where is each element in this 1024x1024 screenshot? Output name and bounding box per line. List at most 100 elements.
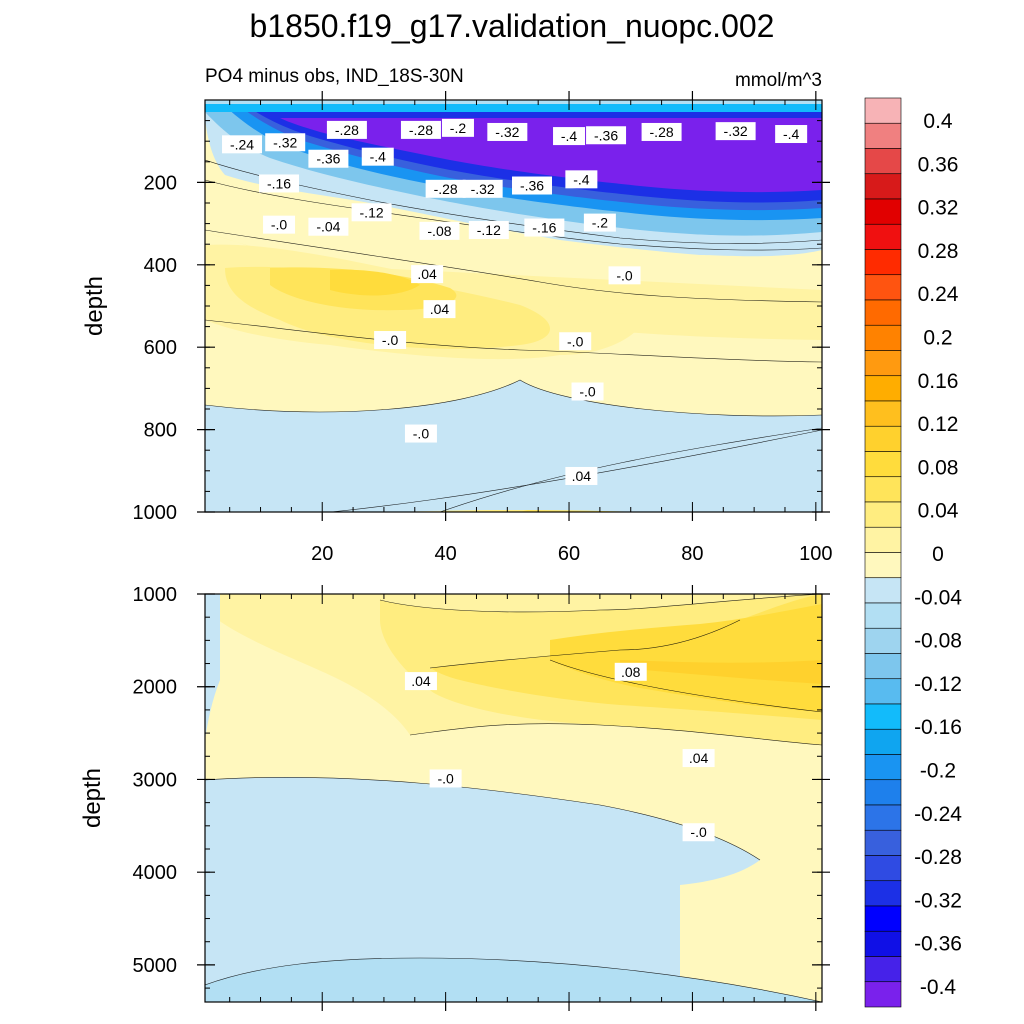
colorbar-box — [864, 375, 902, 402]
contour-label-box — [559, 332, 592, 351]
contour-label: -.16 — [259, 174, 300, 193]
contour-label: .04 — [682, 749, 715, 768]
colorbar-label: 0.12 — [918, 413, 959, 436]
contour-label-box — [308, 217, 349, 236]
contour-label: -.24 — [222, 135, 263, 154]
contour-label: -.4 — [775, 125, 808, 144]
contour-label-text: -.04 — [316, 219, 340, 235]
contour-label: -.0 — [571, 382, 604, 401]
colorbar-box — [864, 678, 902, 705]
x-tick-label: 20 — [311, 543, 333, 565]
contour-label: -.32 — [265, 133, 306, 152]
contour-label: -.0 — [559, 332, 592, 351]
contour-label-box — [429, 769, 462, 788]
colorbar-box — [864, 779, 902, 806]
x-tick-label: 100 — [799, 543, 832, 565]
colorbar-box — [864, 299, 902, 326]
colorbar-label: -0.04 — [914, 586, 962, 609]
colorbar-label: -0.12 — [914, 673, 962, 696]
contour-label: -.08 — [419, 221, 460, 240]
contour-label: -.28 — [326, 120, 367, 139]
contour-label: .04 — [423, 300, 456, 319]
chart-title: b1850.f19_g17.validation_nuopc.002 — [250, 8, 775, 44]
colorbar-box — [864, 148, 902, 175]
contour-label-text: -.2 — [592, 215, 609, 231]
contour-label-text: -.4 — [783, 126, 800, 142]
contour-label-box — [326, 120, 367, 139]
colorbar-box — [864, 829, 902, 856]
colorbar-box — [864, 425, 902, 452]
contour-label-text: -.0 — [271, 217, 288, 233]
contour-label: .04 — [565, 466, 598, 485]
contour-label-box — [263, 215, 296, 234]
contour-label: -.4 — [565, 170, 598, 189]
colorbar-label: -0.36 — [914, 933, 962, 956]
contour-label-box — [512, 176, 553, 195]
upper-y-ticks: 200 400 600 800 1000 — [133, 99, 830, 524]
contour-label-box — [400, 120, 441, 139]
units-label: mmol/m^3 — [735, 70, 822, 91]
contour-label: -.32 — [715, 122, 756, 141]
y-tick-label: 200 — [144, 172, 177, 194]
colorbar-label: -0.32 — [914, 889, 962, 912]
upper-y-axis-label: depth — [81, 276, 108, 336]
contour-label-text: .08 — [621, 664, 641, 680]
contour-label: -.28 — [425, 179, 466, 198]
contour-label: -.32 — [487, 122, 528, 141]
colorbar-box — [864, 602, 902, 629]
lower-y-ticks: 1000 2000 3000 4000 5000 — [133, 584, 830, 989]
contour-label-box — [462, 179, 503, 198]
colorbar-box — [864, 653, 902, 680]
x-tick-label: 60 — [558, 543, 580, 565]
contour-label-text: .04 — [430, 301, 450, 317]
contour-label-text: -.12 — [477, 222, 501, 238]
contour-label-box — [308, 149, 349, 168]
y-tick-label: 600 — [144, 337, 177, 359]
colorbar-box — [864, 627, 902, 654]
contour-label-text: -.0 — [567, 333, 584, 349]
colorbar-box — [864, 855, 902, 882]
contour-label-text: -.0 — [616, 267, 633, 283]
contour-label-text: -.0 — [579, 384, 596, 400]
colorbar-label: -0.2 — [920, 760, 956, 783]
contour-label: -.0 — [263, 215, 296, 234]
y-tick-label: 2000 — [133, 677, 178, 699]
colorbar-label: -0.28 — [914, 846, 962, 869]
contour-label-text: -.28 — [434, 181, 458, 197]
contour-label: -.28 — [400, 120, 441, 139]
contour-label-text: .04 — [572, 468, 592, 484]
contour-label-box — [411, 265, 444, 284]
contour-label-text: -.28 — [409, 122, 433, 138]
x-tick-label: 40 — [435, 543, 457, 565]
colorbar-box — [864, 198, 902, 225]
colorbar-label: -0.16 — [914, 716, 962, 739]
contour-label-text: -.24 — [230, 136, 254, 152]
contour-label-box — [583, 213, 616, 232]
colorbar-label: 0.4 — [923, 110, 953, 133]
colorbar-label: 0.28 — [918, 240, 959, 263]
colorbar-label: 0.16 — [918, 370, 959, 393]
contour-label: -.36 — [308, 149, 349, 168]
contour-label-box — [524, 218, 565, 237]
contour-label-box — [571, 382, 604, 401]
contour-label-box — [265, 133, 306, 152]
y-tick-label: 400 — [144, 255, 177, 277]
contour-label-box — [361, 147, 394, 166]
contour-label-box — [423, 300, 456, 319]
contour-label-box — [441, 118, 474, 137]
colorbar-label: -0.24 — [914, 803, 962, 826]
y-tick-label: 4000 — [133, 862, 178, 884]
y-tick-label: 3000 — [133, 769, 178, 791]
colorbar-label: 0.24 — [918, 283, 959, 306]
contour-label: -.0 — [608, 266, 641, 285]
contour-label: -.12 — [468, 221, 509, 240]
colorbar-box — [864, 97, 902, 124]
contour-label: -.2 — [583, 213, 616, 232]
contour-label: -.36 — [586, 126, 627, 145]
colorbar-label: -0.08 — [914, 630, 962, 653]
contour-label-text: -.28 — [335, 122, 359, 138]
contour-label-text: -.0 — [413, 426, 430, 442]
contour-label-box — [715, 122, 756, 141]
colorbar — [864, 97, 902, 1008]
contour-label-box — [608, 266, 641, 285]
